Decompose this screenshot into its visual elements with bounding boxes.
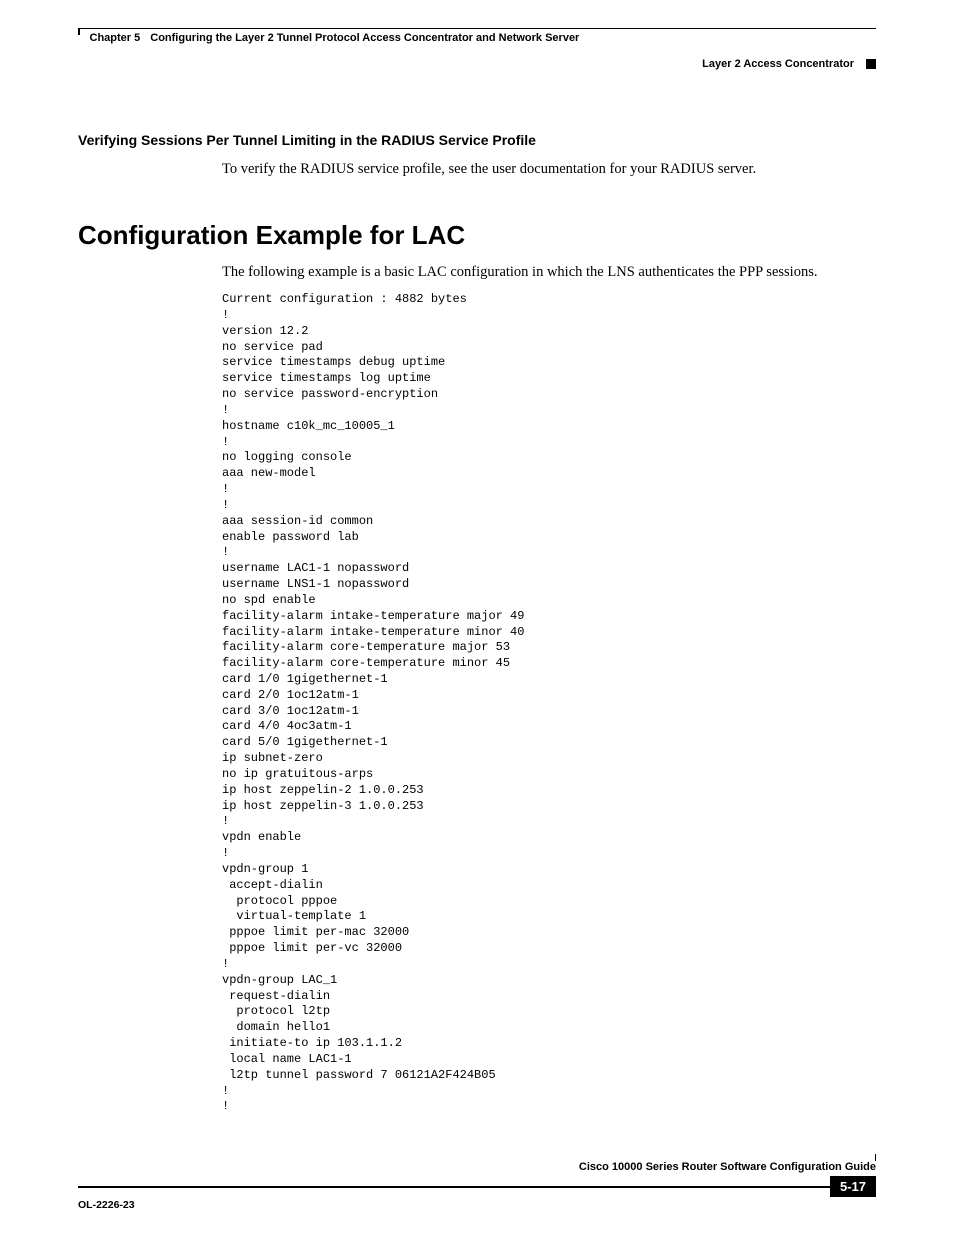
section-heading: Configuration Example for LAC [78,220,876,251]
section-label-row: Layer 2 Access Concentrator [78,58,876,70]
footer-guide-title: Cisco 10000 Series Router Software Confi… [579,1161,876,1173]
chapter-label: Chapter 5 [90,32,141,44]
chapter-title: Configuring the Layer 2 Tunnel Protocol … [150,32,579,44]
page-number: 5-17 [830,1176,876,1197]
config-code-block: Current configuration : 4882 bytes ! ver… [222,292,876,1115]
footer-tick [875,1154,877,1161]
section-marker-square [866,59,876,69]
footer-doc-id: OL-2226-23 [78,1199,135,1211]
header-rule: Chapter 5 Configuring the Layer 2 Tunnel… [78,28,876,44]
running-section-label: Layer 2 Access Concentrator [702,58,854,70]
header-tick [78,29,80,35]
page-footer: Cisco 10000 Series Router Software Confi… [78,1161,876,1211]
body-paragraph: The following example is a basic LAC con… [222,263,876,283]
document-page: Chapter 5 Configuring the Layer 2 Tunnel… [0,0,954,1235]
body-paragraph: To verify the RADIUS service profile, se… [222,160,876,180]
subsection-heading: Verifying Sessions Per Tunnel Limiting i… [78,132,876,148]
footer-rule [78,1186,830,1188]
